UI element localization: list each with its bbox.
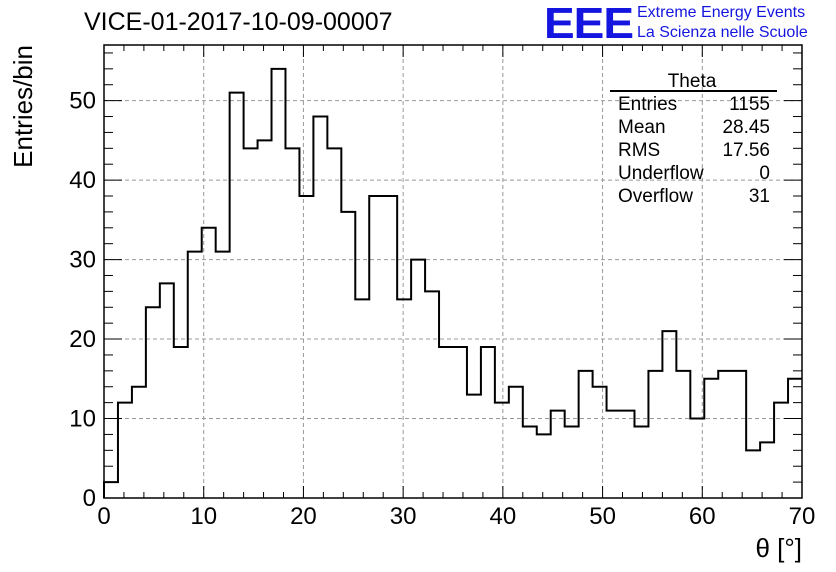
stats-label: RMS	[618, 140, 660, 161]
x-tick-label: 20	[290, 503, 317, 530]
axis-ticks	[103, 45, 803, 499]
x-tick-label: 70	[789, 503, 816, 530]
stats-title: Theta	[668, 71, 717, 92]
stats-box: Theta Entries 1155 Mean 28.45 RMS 17.56 Underf…	[610, 71, 777, 207]
stats-label: Mean	[618, 117, 666, 138]
y-tick-label: 50	[69, 88, 96, 115]
x-tick-label: 40	[490, 503, 517, 530]
y-axis-label: Entries/bin	[8, 45, 38, 168]
y-tick-label: 0	[83, 485, 96, 512]
stats-label: Underflow	[618, 163, 704, 184]
y-tick-label: 20	[69, 326, 96, 353]
plot-frame	[103, 44, 803, 499]
y-tick-label: 40	[69, 167, 96, 194]
stats-label: Overflow	[618, 186, 693, 207]
logo-subtitle: Extreme Energy Events La Scienza nelle S…	[637, 3, 808, 43]
x-tick-label: 50	[589, 503, 616, 530]
stats-value: 31	[749, 186, 770, 207]
chart-title: VICE-01-2017-10-09-00007	[84, 8, 393, 36]
grid-lines	[104, 45, 802, 498]
stats-value: 1155	[729, 94, 770, 115]
stats-value: 0	[759, 163, 770, 184]
x-tick-label: 10	[190, 503, 217, 530]
logo-line-1: Extreme Energy Events	[637, 4, 806, 21]
histogram-line	[103, 67, 802, 498]
logo-line-2: La Scienza nelle Scuole	[637, 24, 808, 41]
x-tick-label: 60	[689, 503, 716, 530]
x-tick-label: 0	[97, 503, 110, 530]
x-tick-label: 30	[390, 503, 417, 530]
stats-label: Entries	[618, 94, 677, 115]
tick-labels: 0 10 20 30 40 50 60 70 0 10 20 30 40 50	[69, 88, 815, 530]
y-tick-label: 30	[69, 247, 96, 274]
y-tick-label: 10	[69, 406, 96, 433]
x-axis-label: θ [°]	[755, 533, 802, 563]
eee-logo: EEE	[544, 0, 634, 48]
stats-value: 17.56	[722, 140, 770, 161]
stats-value: 28.45	[722, 117, 770, 138]
